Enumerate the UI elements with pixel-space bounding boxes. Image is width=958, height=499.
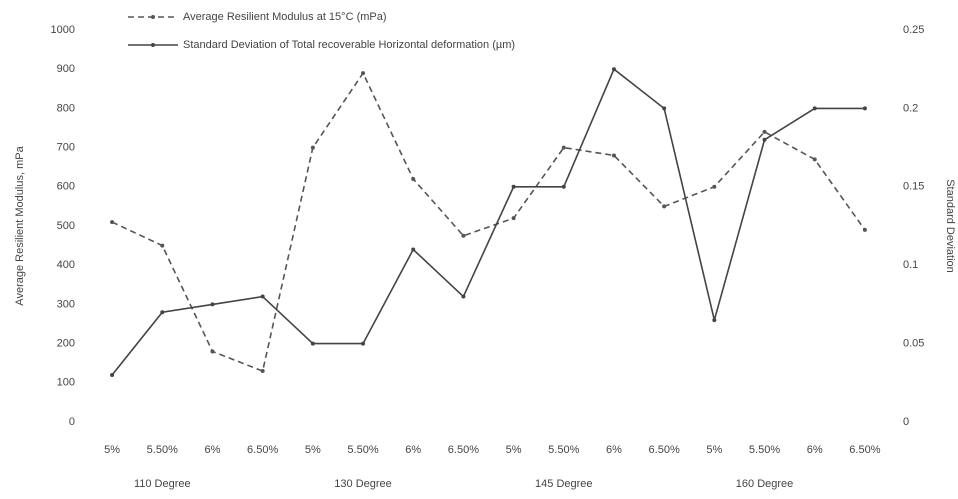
x-tick-label: 6.50%: [849, 444, 880, 456]
legend-marker: [151, 15, 155, 19]
legend-label: Standard Deviation of Total recoverable …: [183, 39, 515, 51]
y-tick-label: 400: [57, 259, 75, 271]
group-label: 160 Degree: [736, 478, 794, 490]
y2-tick-label: 0.25: [903, 24, 924, 36]
y-tick-label: 500: [57, 220, 75, 232]
x-tick-label: 6%: [606, 444, 622, 456]
point: [561, 145, 566, 150]
point: [812, 106, 817, 111]
y-tick-label: 100: [57, 377, 75, 389]
point: [210, 349, 215, 354]
y-tick-label: 600: [57, 181, 75, 193]
x-tick-label: 5.50%: [548, 444, 579, 456]
point: [361, 71, 366, 76]
y-tick-label: 0: [69, 416, 75, 428]
point: [260, 369, 265, 374]
legend-marker: [151, 43, 155, 47]
point: [762, 129, 767, 134]
point: [712, 318, 717, 323]
y2-tick-label: 0: [903, 416, 909, 428]
point: [411, 176, 416, 181]
y2-tick-label: 0.15: [903, 181, 924, 193]
y-tick-label: 200: [57, 338, 75, 350]
y-tick-label: 900: [57, 63, 75, 75]
group-label: 145 Degree: [535, 478, 593, 490]
point: [862, 106, 867, 111]
point: [110, 372, 115, 377]
x-tick-label: 6.50%: [448, 444, 479, 456]
x-tick-label: 5.50%: [147, 444, 178, 456]
y-tick-label: 1000: [51, 24, 75, 36]
x-tick-label: 6.50%: [247, 444, 278, 456]
x-tick-label: 5.50%: [347, 444, 378, 456]
point: [461, 233, 466, 238]
group-label: 110 Degree: [134, 478, 191, 490]
point: [461, 294, 466, 299]
x-tick-label: 5%: [305, 444, 321, 456]
point: [611, 153, 616, 158]
x-tick-label: 6%: [405, 444, 421, 456]
x-tick-label: 5%: [104, 444, 120, 456]
point: [361, 341, 366, 346]
point: [611, 67, 616, 72]
x-tick-label: 6%: [205, 444, 221, 456]
point: [411, 247, 416, 252]
point: [511, 216, 516, 221]
y2-tick-label: 0.1: [903, 259, 918, 271]
point: [511, 184, 516, 189]
x-tick-label: 5.50%: [749, 444, 780, 456]
x-tick-label: 5%: [706, 444, 722, 456]
point: [160, 243, 165, 248]
y-axis-label: Average Resilient Modulus, mPa: [14, 145, 26, 305]
series-line: [111, 67, 865, 376]
x-tick-label: 6.50%: [649, 444, 680, 456]
point: [712, 184, 717, 189]
point: [662, 106, 667, 111]
point: [812, 157, 817, 162]
point: [561, 184, 566, 189]
point: [662, 204, 667, 209]
y-tick-label: 300: [57, 298, 75, 310]
point: [160, 310, 165, 315]
point: [862, 227, 867, 232]
x-tick-label: 5%: [506, 444, 522, 456]
y2-tick-label: 0.05: [903, 338, 924, 350]
point: [210, 302, 215, 307]
legend-label: Average Resilient Modulus at 15°C (mPa): [183, 11, 387, 23]
point: [310, 145, 315, 150]
series-line: [111, 71, 866, 373]
point: [762, 137, 767, 142]
y2-axis-label: Standard Deviation: [944, 179, 956, 273]
point: [310, 341, 315, 346]
x-tick-label: 6%: [807, 444, 823, 456]
group-label: 130 Degree: [334, 478, 392, 490]
y2-tick-label: 0.2: [903, 102, 918, 114]
y-tick-label: 800: [57, 102, 75, 114]
point: [260, 294, 265, 299]
point: [110, 220, 115, 225]
y-tick-label: 700: [57, 142, 75, 154]
